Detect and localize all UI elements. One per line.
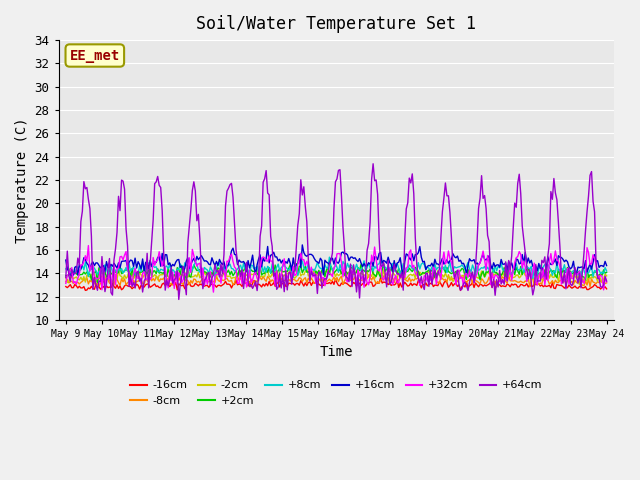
Line: +8cm: +8cm xyxy=(66,257,607,278)
Line: -8cm: -8cm xyxy=(66,273,607,287)
-8cm xyxy=(526,284,534,289)
+64cm xyxy=(62,275,70,280)
+16cm xyxy=(300,250,308,255)
+8cm xyxy=(128,266,136,272)
-2cm xyxy=(575,282,583,288)
+8cm xyxy=(575,268,583,274)
+32cm xyxy=(253,276,261,281)
+64cm xyxy=(252,278,259,284)
-16cm xyxy=(603,286,611,292)
-16cm xyxy=(298,280,306,286)
+64cm xyxy=(603,278,611,284)
+16cm xyxy=(603,263,611,268)
+2cm xyxy=(243,268,250,274)
+64cm xyxy=(575,270,583,276)
+2cm xyxy=(603,270,611,276)
Line: -2cm: -2cm xyxy=(66,268,607,285)
-8cm xyxy=(300,276,308,282)
+64cm xyxy=(175,297,182,302)
Line: +16cm: +16cm xyxy=(66,245,607,277)
-16cm xyxy=(62,284,70,289)
Line: +64cm: +64cm xyxy=(66,164,607,300)
-8cm xyxy=(243,277,250,283)
+64cm xyxy=(243,259,250,265)
+32cm xyxy=(575,268,583,274)
-2cm xyxy=(241,273,249,278)
-8cm xyxy=(128,279,136,285)
+8cm xyxy=(603,268,611,274)
-8cm xyxy=(603,280,611,286)
-2cm xyxy=(603,273,611,279)
+8cm xyxy=(223,264,231,270)
+16cm xyxy=(241,261,249,267)
-8cm xyxy=(223,276,231,281)
+64cm xyxy=(128,284,136,289)
Line: +2cm: +2cm xyxy=(66,264,607,282)
-8cm xyxy=(240,270,248,276)
+16cm xyxy=(62,257,70,263)
+32cm xyxy=(62,280,70,286)
+32cm xyxy=(301,263,309,268)
-2cm xyxy=(128,271,136,276)
+32cm xyxy=(226,254,234,260)
Legend: -16cm, -8cm, -2cm, +2cm, +8cm, +16cm, +32cm, +64cm: -16cm, -8cm, -2cm, +2cm, +8cm, +16cm, +3… xyxy=(125,376,547,410)
+64cm xyxy=(300,184,308,190)
-16cm xyxy=(241,280,249,286)
+8cm xyxy=(241,266,249,272)
+16cm xyxy=(298,242,306,248)
+2cm xyxy=(130,274,138,279)
+16cm xyxy=(223,263,231,269)
-8cm xyxy=(252,278,259,284)
+2cm xyxy=(62,273,70,278)
Line: -16cm: -16cm xyxy=(66,277,607,290)
+32cm xyxy=(603,279,611,285)
+16cm xyxy=(128,258,136,264)
+2cm xyxy=(252,271,259,276)
-2cm xyxy=(62,275,70,280)
+8cm xyxy=(298,258,306,264)
+8cm xyxy=(250,266,258,272)
Y-axis label: Temperature (C): Temperature (C) xyxy=(15,117,29,243)
Text: EE_met: EE_met xyxy=(70,48,120,62)
+16cm xyxy=(541,274,548,280)
+64cm xyxy=(369,161,377,167)
+64cm xyxy=(225,185,232,191)
+16cm xyxy=(575,265,583,271)
-2cm xyxy=(223,274,231,279)
+2cm xyxy=(575,268,583,274)
+32cm xyxy=(130,271,138,277)
-16cm xyxy=(377,275,385,280)
-8cm xyxy=(575,277,583,283)
-2cm xyxy=(303,265,310,271)
-16cm xyxy=(223,281,231,287)
+2cm xyxy=(301,264,309,269)
+32cm xyxy=(84,243,92,249)
+2cm xyxy=(93,279,101,285)
Line: +32cm: +32cm xyxy=(66,246,607,292)
X-axis label: Time: Time xyxy=(319,345,353,359)
+8cm xyxy=(62,266,70,272)
+2cm xyxy=(225,267,232,273)
-16cm xyxy=(457,288,465,293)
+2cm xyxy=(292,261,300,266)
+8cm xyxy=(529,276,536,281)
-16cm xyxy=(575,284,583,289)
Title: Soil/Water Temperature Set 1: Soil/Water Temperature Set 1 xyxy=(196,15,476,33)
+8cm xyxy=(326,254,333,260)
-8cm xyxy=(62,279,70,285)
-2cm xyxy=(250,271,258,276)
-16cm xyxy=(128,286,136,291)
-2cm xyxy=(574,273,582,278)
+32cm xyxy=(209,289,217,295)
-2cm xyxy=(298,271,306,277)
+16cm xyxy=(250,264,258,270)
-16cm xyxy=(250,277,258,283)
+32cm xyxy=(244,278,252,284)
